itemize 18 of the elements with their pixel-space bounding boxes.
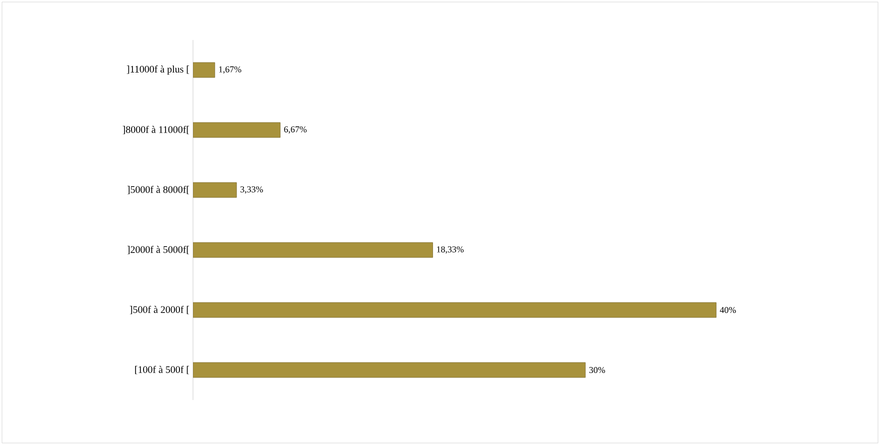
data-label: 40%	[720, 306, 736, 314]
bar	[193, 362, 586, 378]
y-tick-label: [100f à 500f [	[135, 366, 190, 374]
data-label: 30%	[589, 366, 606, 374]
y-tick-label: ]8000f à 11000f[	[122, 126, 190, 134]
data-label: 1,67%	[219, 66, 242, 74]
bar	[193, 62, 216, 78]
bar	[193, 122, 280, 138]
y-tick-label: ]500f à 2000f [	[130, 306, 190, 314]
y-tick-label: ]2000f à 5000f[	[127, 246, 190, 254]
data-label: 3,33%	[240, 186, 263, 194]
data-label: 18,33%	[437, 246, 464, 254]
y-tick-label: ]5000f à 8000f[	[127, 186, 190, 194]
bar	[193, 242, 433, 258]
y-tick-label: ]11000f à plus [	[126, 65, 190, 75]
bar	[193, 182, 237, 198]
data-label: 6,67%	[284, 126, 307, 134]
bar	[193, 302, 716, 318]
